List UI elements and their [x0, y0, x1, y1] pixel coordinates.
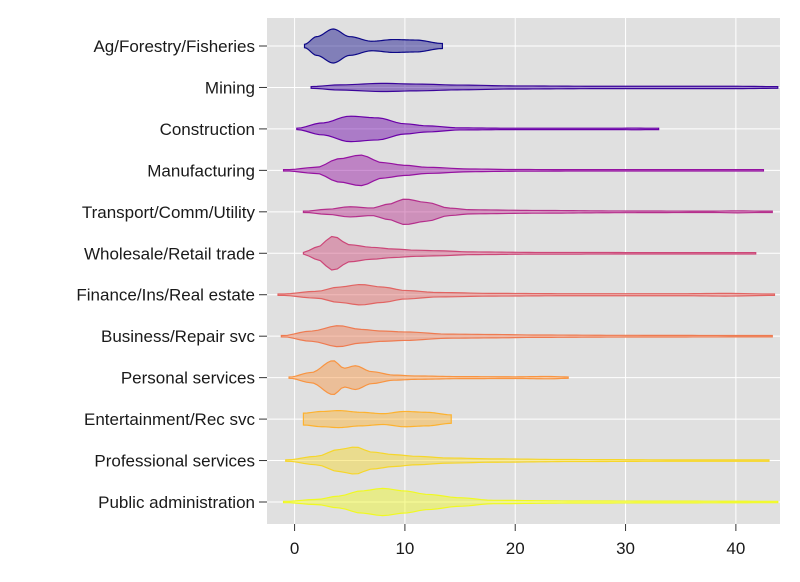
x-tick-labels: 0 10 20 30 40: [290, 524, 745, 558]
violin-business-repair-svc: [280, 325, 773, 348]
x-tick-label: 20: [506, 539, 525, 558]
y-tick-label: Public administration: [98, 493, 255, 512]
y-tick-label: Manufacturing: [147, 161, 255, 180]
grid-lines: [267, 18, 780, 524]
x-tick-label: 30: [616, 539, 635, 558]
violin-public-administration: [282, 487, 779, 517]
plot-background: [267, 18, 780, 524]
violin-construction: [296, 115, 660, 143]
x-tick-label: 10: [395, 539, 414, 558]
violin-ag-forestry-fisheries: [303, 28, 444, 64]
violin-personal-services: [288, 360, 569, 395]
violin-manufacturing: [282, 154, 765, 187]
violins-layer: [277, 28, 779, 517]
y-tick-label: Transport/Comm/Utility: [82, 203, 256, 222]
y-tick-label: Finance/Ins/Real estate: [76, 286, 255, 305]
violin-mining: [310, 82, 779, 93]
x-tick-label: 0: [290, 539, 299, 558]
y-tick-label: Wholesale/Retail trade: [84, 244, 255, 263]
violin-transport-comm-utility: [302, 198, 773, 225]
violin-professional-services: [285, 446, 770, 475]
y-tick-label: Professional services: [94, 452, 255, 471]
y-tick-labels: Ag/Forestry/Fisheries Mining Construction M…: [76, 37, 267, 512]
violin-finance-ins-real-estate: [277, 283, 776, 306]
x-tick-label: 40: [726, 539, 745, 558]
y-tick-label: Business/Repair svc: [101, 327, 256, 346]
y-tick-label: Construction: [160, 120, 255, 139]
y-tick-label: Entertainment/Rec svc: [84, 410, 256, 429]
y-tick-label: Ag/Forestry/Fisheries: [93, 37, 255, 56]
violin-entertainment-rec-svc: [302, 409, 452, 429]
y-tick-label: Mining: [205, 78, 255, 97]
y-tick-label: Personal services: [121, 369, 255, 388]
violin-wholesale-retail-trade: [302, 235, 757, 271]
